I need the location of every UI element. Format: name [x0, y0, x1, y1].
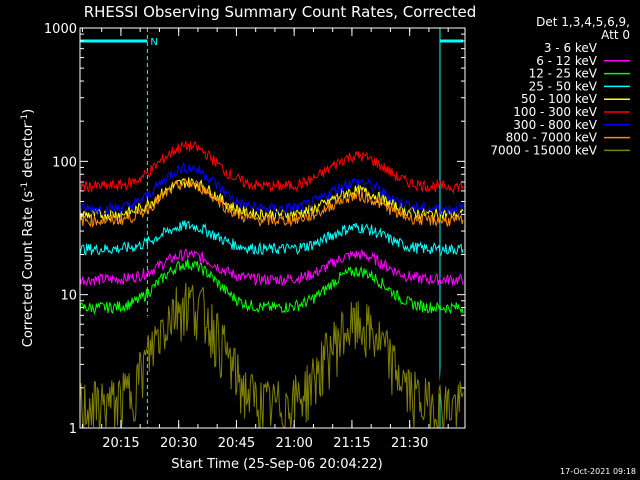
plot-frame — [79, 27, 466, 429]
x-tick-label: 20:30 — [160, 436, 197, 451]
legend-label: 12 - 25 keV — [529, 67, 598, 81]
y-tick-label: 10 — [60, 289, 77, 304]
x-tick-label: 20:45 — [218, 436, 255, 451]
y-axis-label-sup1: -1 — [20, 182, 30, 191]
plot-area: N — [79, 28, 464, 429]
legend-header-1: Det 1,3,4,5,6,9, — [536, 15, 630, 29]
y-tick-label: 1000 — [44, 22, 77, 37]
series-line — [79, 261, 464, 402]
series-line — [79, 282, 464, 429]
legend-label: 100 - 300 keV — [513, 105, 597, 119]
legend-label: 7000 - 15000 keV — [490, 143, 597, 157]
y-tick-label: 1 — [69, 422, 77, 437]
y-axis-label-main: Corrected Count Rate (s — [21, 191, 36, 348]
series-line — [79, 248, 464, 287]
y-axis-label: Corrected Count Rate (s-1 detector-1) — [20, 109, 36, 347]
y-axis-label-sup2: -1 — [20, 114, 30, 123]
y-axis-label-mid: detector — [21, 122, 36, 182]
series-line — [79, 258, 464, 316]
legend-label: 300 - 800 keV — [513, 118, 597, 132]
series-line — [79, 177, 464, 228]
legend-label: 25 - 50 keV — [529, 79, 598, 93]
x-tick-label: 20:15 — [102, 436, 139, 451]
series-line — [79, 162, 464, 216]
legend-label: 800 - 7000 keV — [506, 131, 598, 145]
legend-label: 50 - 100 keV — [521, 92, 598, 106]
chart-title: RHESSI Observing Summary Count Rates, Co… — [84, 3, 477, 21]
x-axis-label: Start Time (25-Sep-06 20:04:22) — [171, 457, 382, 472]
legend-label: 6 - 12 keV — [536, 54, 598, 68]
y-axis: 1 10 100 1000 — [44, 22, 465, 437]
night-label: N — [150, 37, 157, 48]
x-tick-label: 21:30 — [391, 436, 428, 451]
legend-label: 3 - 6 keV — [544, 41, 598, 55]
legend-header-2: Att 0 — [601, 28, 630, 42]
series-line — [79, 220, 464, 257]
x-tick-label: 21:00 — [275, 436, 312, 451]
y-tick-label: 100 — [52, 155, 77, 170]
series-line — [79, 140, 464, 194]
x-tick-label: 21:15 — [333, 436, 370, 451]
y-axis-label-end: ) — [21, 109, 36, 114]
x-axis: 20:15 20:30 20:45 21:00 21:15 21:30 — [81, 28, 449, 451]
date-stamp: 17-Oct-2021 09:18 — [560, 467, 636, 476]
